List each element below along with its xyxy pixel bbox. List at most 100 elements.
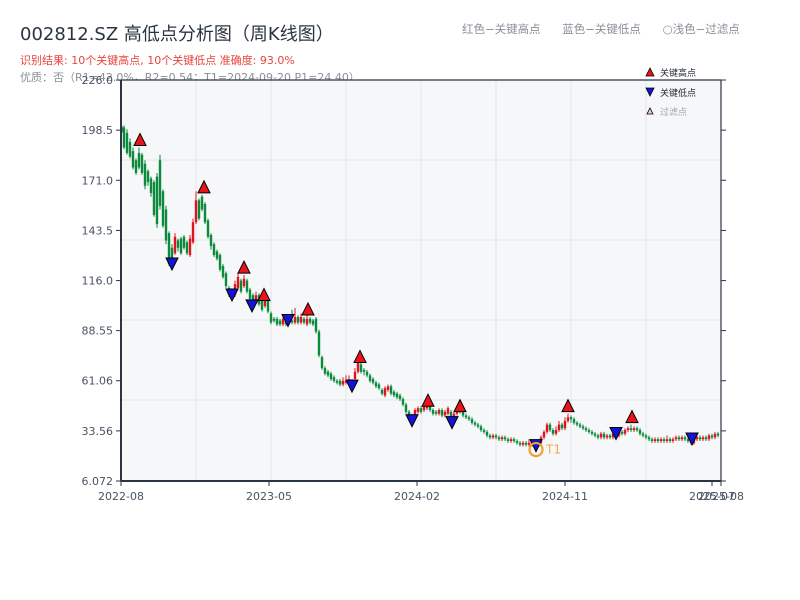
candle-body <box>449 411 453 420</box>
candle-body <box>476 424 480 427</box>
candle-body <box>464 415 468 418</box>
legend-high-icon <box>645 67 655 77</box>
candle-body <box>188 238 192 256</box>
candle-body <box>662 439 666 442</box>
candle-body <box>683 437 687 440</box>
candle-body <box>440 410 444 416</box>
axes: 6.072 33.56 61.06 88.55 116.0 143.5 171.0 198.5… <box>82 74 744 503</box>
candle-body <box>647 437 651 440</box>
candle-body <box>206 220 210 237</box>
candle-body <box>173 236 177 254</box>
candle-body <box>182 236 186 248</box>
y-tick-label: 116.0 <box>82 275 114 288</box>
key-high-marker <box>237 259 251 274</box>
candle-body <box>377 384 381 389</box>
candle-body <box>524 442 528 445</box>
key-low-marker <box>281 314 295 328</box>
candle-body <box>248 289 252 299</box>
candle-body <box>281 318 285 325</box>
candle-body <box>629 428 633 431</box>
key-high-marker <box>625 409 639 424</box>
candle-body <box>512 439 516 442</box>
candle-body <box>644 435 648 438</box>
t1-annotation: T1 <box>528 441 561 458</box>
legend-low-icon <box>645 87 655 97</box>
candle-body <box>143 163 147 186</box>
candle-body <box>296 317 300 323</box>
key-low-marker <box>345 379 359 394</box>
candle-body <box>179 238 183 254</box>
candle-body <box>362 369 366 372</box>
x-tick-label: 2025-07 <box>689 490 735 503</box>
candle-body <box>575 422 579 425</box>
candle-body <box>152 182 156 215</box>
candle-body <box>419 408 423 412</box>
candle-body <box>221 265 225 277</box>
candle-body <box>518 442 522 445</box>
candle-body <box>671 439 675 442</box>
candle-body <box>341 380 345 385</box>
candle-body <box>467 417 471 420</box>
candle-body <box>239 280 243 292</box>
key-high-marker <box>453 398 467 413</box>
candle-body <box>374 382 378 387</box>
candle-body <box>203 203 207 223</box>
key-high-marker <box>301 301 315 316</box>
candle-body <box>584 428 588 431</box>
candle-body <box>686 439 690 442</box>
candle-body <box>674 437 678 440</box>
candle-body <box>695 437 699 440</box>
candle-body <box>368 375 372 381</box>
candle-body <box>638 430 642 434</box>
candle-body <box>494 435 498 438</box>
candle-body <box>245 280 249 292</box>
candle-body <box>428 406 432 411</box>
candle-body <box>542 431 546 438</box>
t1-label: T1 <box>545 443 561 457</box>
candle-body <box>416 408 420 412</box>
candle-body <box>329 373 333 380</box>
candle-body <box>209 234 213 246</box>
candle-body <box>431 410 435 414</box>
key-high-marker <box>353 349 367 363</box>
candle-body <box>461 411 465 416</box>
candle-body <box>332 377 336 381</box>
candle-body <box>197 200 201 219</box>
candle-body <box>290 320 294 323</box>
candle-body <box>443 411 447 416</box>
candle-body <box>611 433 615 438</box>
key-low-marker <box>245 299 259 314</box>
candle-body <box>380 389 384 394</box>
candle-body <box>665 439 669 442</box>
y-tick-label: 61.06 <box>82 375 114 388</box>
candle-body <box>491 435 495 438</box>
candle-body <box>395 393 399 398</box>
key-low-marker <box>529 439 543 453</box>
key-low-marker <box>225 288 239 303</box>
candle-body <box>632 428 636 431</box>
candle-body <box>545 424 549 432</box>
candle-body <box>506 439 510 442</box>
candle-body <box>707 435 711 440</box>
candle-body <box>626 428 630 431</box>
x-tick-label: 2023-05 <box>246 490 292 503</box>
candle-body <box>701 437 705 440</box>
candle-body <box>311 320 315 325</box>
candle-body <box>659 439 663 442</box>
candle-body <box>401 399 405 405</box>
candle-body <box>497 437 501 440</box>
legend-low-label: 关键低点 <box>660 87 696 99</box>
color-legend-blue: 蓝色−关键低点 <box>562 22 641 36</box>
candle-body <box>608 435 612 438</box>
candle-body <box>716 433 720 436</box>
candle-body <box>551 430 555 434</box>
candle-body <box>668 439 672 442</box>
candle-body <box>578 424 582 427</box>
candle-body <box>653 439 657 442</box>
candle-body <box>404 404 408 412</box>
key-high-marker <box>561 398 575 413</box>
key-high-marker <box>421 393 435 407</box>
candle-body <box>176 240 180 248</box>
candle-body <box>656 439 660 442</box>
